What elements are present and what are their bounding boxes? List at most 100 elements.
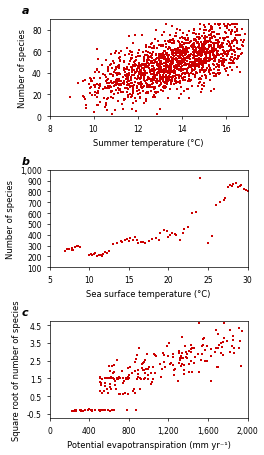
Point <box>203 56 207 63</box>
Point <box>139 238 143 246</box>
Point <box>146 371 150 379</box>
Point <box>207 63 211 71</box>
Point <box>136 64 141 71</box>
Point <box>217 22 221 30</box>
Point <box>126 86 130 93</box>
Point <box>190 42 194 50</box>
Point <box>188 40 192 47</box>
Point <box>171 36 176 44</box>
Point <box>165 81 169 89</box>
Point <box>134 69 138 76</box>
Point <box>194 62 198 69</box>
Point <box>192 51 196 58</box>
Point <box>180 59 184 66</box>
Point <box>204 56 209 63</box>
Point <box>143 71 147 79</box>
Point <box>164 41 168 49</box>
Point <box>132 67 136 75</box>
Point <box>128 364 132 371</box>
Point <box>135 66 139 73</box>
Point <box>226 72 230 80</box>
Point <box>193 63 197 71</box>
Point <box>141 50 145 57</box>
Point <box>201 50 205 57</box>
Point <box>169 60 173 67</box>
Point <box>138 90 142 97</box>
Point <box>158 72 162 80</box>
Point <box>82 94 86 101</box>
Point <box>157 42 162 49</box>
Point <box>185 67 190 75</box>
Point <box>74 407 78 414</box>
Point <box>236 46 241 54</box>
Point <box>230 183 234 190</box>
Point <box>204 52 208 59</box>
Point <box>160 74 164 81</box>
Point <box>122 58 126 65</box>
Point <box>112 375 116 383</box>
Point <box>168 37 172 45</box>
Point <box>159 76 163 83</box>
Point <box>131 84 135 91</box>
Point <box>157 68 161 76</box>
Point <box>122 72 127 79</box>
Point <box>131 237 135 244</box>
Point <box>193 49 197 56</box>
Point <box>196 44 200 51</box>
Point <box>133 79 137 86</box>
Point <box>98 99 102 106</box>
Point <box>213 54 217 61</box>
Point <box>136 54 140 61</box>
Point <box>117 56 121 63</box>
Point <box>128 235 133 242</box>
Point <box>209 42 213 49</box>
Point <box>95 46 99 53</box>
Point <box>163 48 167 55</box>
Point <box>202 23 206 30</box>
Point <box>219 340 223 347</box>
Point <box>137 61 141 68</box>
Point <box>215 31 219 39</box>
Point <box>109 78 113 85</box>
Point <box>145 57 149 64</box>
Point <box>170 51 175 59</box>
Point <box>183 51 188 58</box>
Point <box>202 48 206 56</box>
Point <box>203 36 207 43</box>
Point <box>110 58 115 66</box>
Point <box>243 31 247 39</box>
Point <box>165 50 169 57</box>
Point <box>200 343 205 350</box>
Point <box>143 62 147 70</box>
Point <box>213 56 217 64</box>
Point <box>148 68 152 75</box>
Point <box>152 67 156 75</box>
Point <box>141 71 145 79</box>
Point <box>185 47 189 55</box>
Point <box>199 39 204 46</box>
Point <box>162 52 167 60</box>
Point <box>230 61 234 68</box>
Point <box>213 349 218 356</box>
Point <box>195 40 199 47</box>
Point <box>112 84 117 91</box>
Point <box>92 251 96 258</box>
Point <box>205 48 209 56</box>
Point <box>145 71 149 78</box>
Point <box>239 182 243 189</box>
Point <box>170 62 174 69</box>
Point <box>227 39 232 46</box>
Point <box>215 52 219 59</box>
Point <box>152 86 156 93</box>
Point <box>234 21 239 29</box>
Point <box>216 51 220 58</box>
Point <box>220 61 224 68</box>
Point <box>180 50 184 57</box>
Point <box>139 67 143 74</box>
Point <box>133 76 138 83</box>
Point <box>112 407 116 414</box>
Point <box>180 60 185 67</box>
Point <box>203 51 207 59</box>
Point <box>113 82 117 90</box>
Point <box>186 71 191 79</box>
